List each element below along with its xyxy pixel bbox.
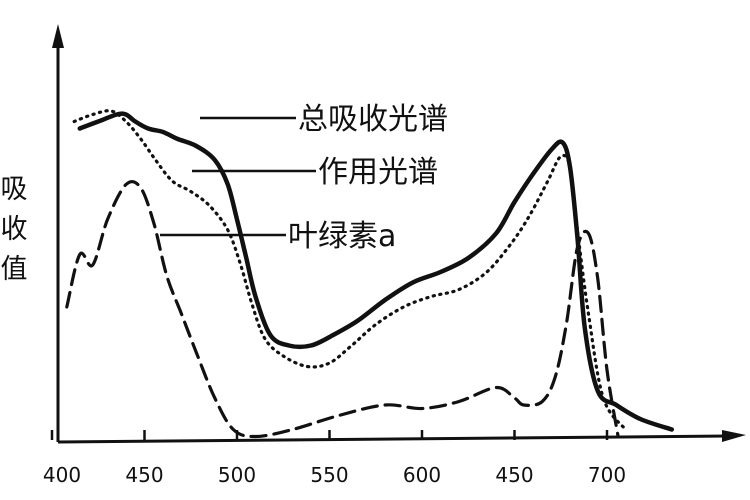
axes	[52, 24, 746, 444]
x-tick-label: 550	[310, 463, 348, 487]
x-tick-label: 700	[588, 463, 626, 487]
series-layer	[65, 109, 675, 439]
x-tick-label: 450	[495, 463, 533, 487]
x-tick-label: 450	[125, 463, 163, 487]
x-tick-label: 400	[43, 463, 81, 487]
y-axis-arrow-icon	[52, 24, 64, 48]
series-chlorophyll-a	[65, 180, 620, 439]
series-action-spectrum	[72, 109, 628, 432]
x-tick-label: 600	[403, 463, 441, 487]
x-axis	[57, 434, 729, 444]
label-total-absorption: 总吸收光谱	[298, 102, 448, 137]
x-axis-arrow-icon	[722, 430, 746, 442]
label-chlorophyll-a: 叶绿素a	[288, 219, 396, 254]
x-tick-label: 500	[218, 463, 256, 487]
label-action-spectrum: 作用光谱	[318, 155, 438, 190]
y-axis-label: 吸收值	[1, 174, 28, 285]
x-ticks: 400 450 500 550 600 450 700	[43, 430, 626, 487]
